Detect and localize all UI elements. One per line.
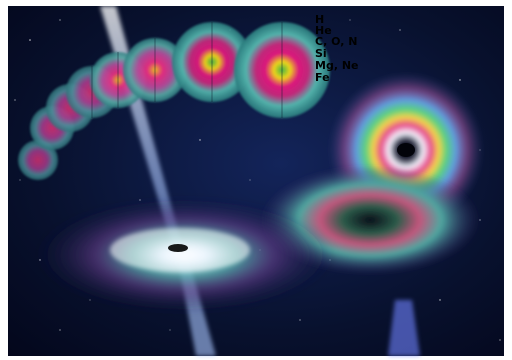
layer-label-silicon: Si xyxy=(315,47,327,60)
secondary-jet xyxy=(388,300,420,356)
layer-label-hydrogen: H xyxy=(315,13,325,26)
black-hole-core xyxy=(397,143,415,157)
accretion-disk-core xyxy=(168,244,188,252)
layer-label-iron: Fe xyxy=(315,71,330,84)
layer-label-carbon-oxygen-nitrogen: C, O, N xyxy=(315,35,358,48)
evolving-stars xyxy=(18,22,330,180)
layer-label-magnesium-neon: Mg, Ne xyxy=(315,59,359,72)
layer-label-helium: He xyxy=(315,24,332,37)
